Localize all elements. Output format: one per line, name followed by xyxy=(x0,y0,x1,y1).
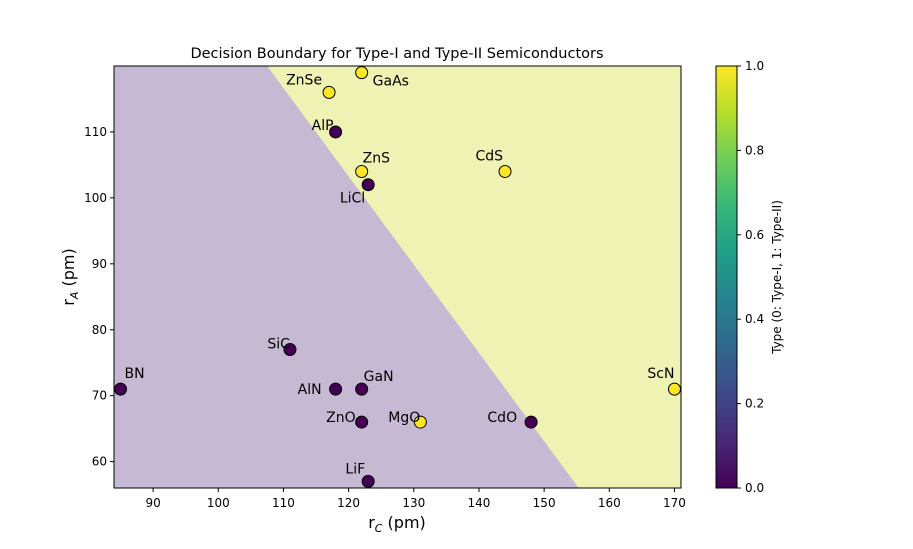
point-sic xyxy=(283,343,297,357)
label-zns: ZnS xyxy=(363,151,390,167)
x-tick-label: 150 xyxy=(533,496,556,510)
label-bn: BN xyxy=(125,366,145,382)
x-axis-ticks: 90 100 110 120 130 140 150 160 170 xyxy=(145,488,686,510)
point-cds xyxy=(498,165,512,178)
colorbar-ticks: 0.0 0.2 0.4 0.6 0.8 1.0 xyxy=(737,59,764,495)
chart-title: Decision Boundary for Type-I and Type-II… xyxy=(190,46,603,62)
colorbar-tick-label: 0.6 xyxy=(745,228,764,242)
label-cds: CdS xyxy=(475,149,503,165)
label-aln: AlN xyxy=(298,382,322,398)
label-mgo: MgO xyxy=(388,410,420,426)
point-zns xyxy=(355,165,369,178)
colorbar-label: Type (0: Type-I, 1: Type-II) xyxy=(770,200,784,355)
x-tick-label: 120 xyxy=(337,496,360,510)
label-zno: ZnO xyxy=(326,410,355,426)
plot-area xyxy=(114,66,681,488)
x-tick-label: 110 xyxy=(272,496,295,510)
colorbar-tick-label: 0.8 xyxy=(745,143,764,157)
y-tick-label: 110 xyxy=(84,125,107,139)
point-scn xyxy=(667,382,681,396)
point-licl xyxy=(361,178,375,192)
point-znse xyxy=(322,85,336,99)
label-znse: ZnSe xyxy=(286,72,322,88)
data-point-labels: BN SiC AlN GaN ZnO MgO CdO LiF ScN AlP ZnS LiCl CdS Z… xyxy=(125,72,675,477)
point-gan xyxy=(355,382,369,396)
point-alp xyxy=(329,125,343,139)
x-tick-label: 90 xyxy=(145,496,160,510)
plot-frame xyxy=(113,65,682,489)
x-tick-label: 140 xyxy=(468,496,491,510)
label-scn: ScN xyxy=(647,366,674,382)
x-tick-label: 170 xyxy=(663,496,686,510)
point-lif xyxy=(361,474,375,488)
x-tick-label: 160 xyxy=(598,496,621,510)
colorbar-gradient xyxy=(715,65,738,489)
point-bn xyxy=(114,382,128,396)
label-sic: SiC xyxy=(267,337,290,353)
y-axis-ticks: 60 70 80 90 100 110 xyxy=(84,125,114,469)
colorbar-tick-label: 1.0 xyxy=(745,59,764,73)
point-aln xyxy=(329,382,343,396)
label-gaas: GaAs xyxy=(373,74,409,90)
y-tick-label: 60 xyxy=(92,455,107,469)
data-points xyxy=(114,66,681,488)
label-alp: AlP xyxy=(312,118,334,134)
type-ii-region xyxy=(267,66,681,488)
point-mgo xyxy=(413,415,427,429)
y-tick-label: 100 xyxy=(84,191,107,205)
point-cdo xyxy=(524,415,538,429)
point-gaas xyxy=(355,66,369,80)
x-tick-label: 100 xyxy=(207,496,230,510)
y-tick-label: 70 xyxy=(92,389,107,403)
colorbar-tick-label: 0.2 xyxy=(745,397,764,411)
colorbar: 0.0 0.2 0.4 0.6 0.8 1.0 Type (0: Type-I, 1: T… xyxy=(715,59,784,495)
label-gan: GaN xyxy=(364,369,394,385)
colorbar-tick-label: 0.4 xyxy=(745,312,764,326)
label-licl: LiCl xyxy=(340,191,365,207)
y-axis-label: rA (pm) xyxy=(59,248,81,305)
colorbar-tick-label: 0.0 xyxy=(745,481,764,495)
y-tick-label: 90 xyxy=(92,257,107,271)
x-axis-label: rC (pm) xyxy=(368,513,426,535)
x-tick-label: 130 xyxy=(402,496,425,510)
label-lif: LiF xyxy=(345,461,365,477)
point-zno xyxy=(355,415,369,429)
y-tick-label: 80 xyxy=(92,323,107,337)
label-cdo: CdO xyxy=(487,410,517,426)
